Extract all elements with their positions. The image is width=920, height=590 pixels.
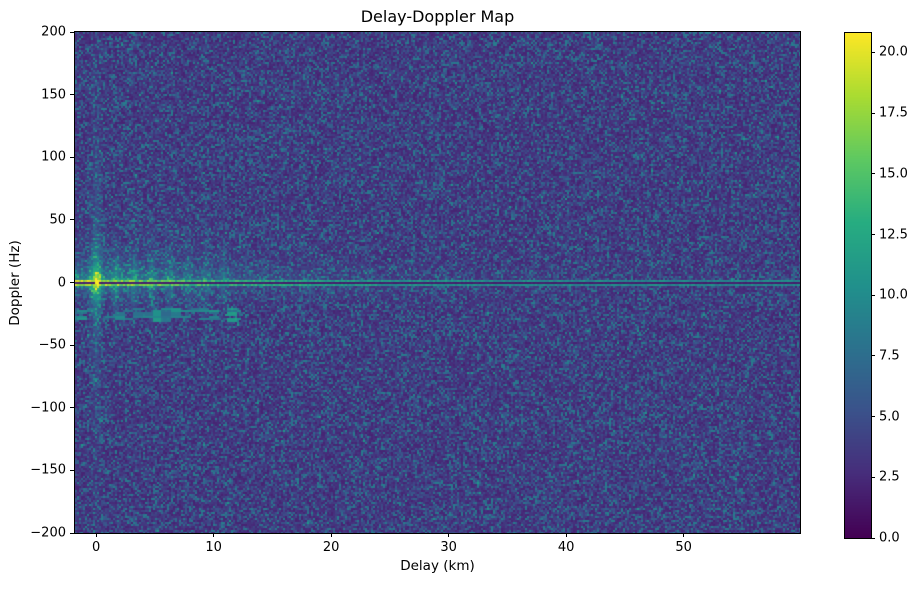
y-tick-label: 150 [41,87,66,103]
chart-title: Delay-Doppler Map [360,7,515,26]
heatmap-canvas [75,32,800,533]
colorbar-tick-label: 7.5 [879,348,900,364]
x-tick-label: 30 [440,540,457,555]
colorbar-tick-mark [871,234,875,235]
y-tick-mark [70,469,74,471]
colorbar-tick-mark [871,51,875,53]
colorbar-tick-label: 10.0 [879,287,908,303]
colorbar-tick-mark [871,173,875,175]
y-tick-mark [70,407,74,409]
y-tick-label: 100 [41,149,66,165]
y-axis-label: Doppler (Hz) [7,240,23,326]
y-tick-mark [70,31,74,33]
colorbar-tick-mark [871,537,875,539]
x-tick-mark [213,533,215,537]
x-tick-mark [330,533,332,537]
y-tick-label: −200 [30,525,66,541]
colorbar-tick-mark [871,355,875,357]
colorbar-tick-mark [871,112,875,114]
x-tick-label: 40 [557,540,575,555]
colorbar-tick-label: 20.0 [879,44,908,60]
x-axis-label: Delay (km) [400,558,475,574]
colorbar-canvas [845,33,871,538]
x-tick-mark [95,533,97,537]
x-tick-label: 50 [675,540,692,555]
colorbar-tick-mark [871,416,875,418]
y-tick-label: −150 [30,462,66,478]
x-tick-mark [683,533,685,537]
y-tick-mark [70,344,74,346]
colorbar-tick-mark [871,294,875,296]
x-tick-label: 10 [205,540,222,555]
y-tick-label: 0 [57,275,66,290]
y-tick-mark [70,532,74,534]
y-tick-label: −50 [38,337,66,353]
x-tick-mark [448,533,450,537]
colorbar-tick-label: 5.0 [879,409,900,425]
colorbar-tick-label: 0.0 [879,530,900,546]
colorbar-tick-label: 17.5 [879,105,908,121]
y-tick-mark [70,282,74,283]
colorbar-tick-label: 2.5 [879,469,900,485]
y-tick-mark [70,156,74,158]
y-tick-label: 200 [41,24,66,40]
x-tick-label: 0 [92,540,101,555]
x-tick-mark [565,533,567,537]
colorbar-tick-label: 12.5 [879,227,908,242]
y-tick-mark [70,94,74,96]
y-tick-label: 50 [49,212,66,228]
x-tick-label: 20 [322,540,340,555]
colorbar-tick-mark [871,476,875,478]
colorbar-tick-label: 15.0 [879,166,908,182]
y-tick-label: −100 [30,400,66,416]
y-tick-mark [70,219,74,221]
